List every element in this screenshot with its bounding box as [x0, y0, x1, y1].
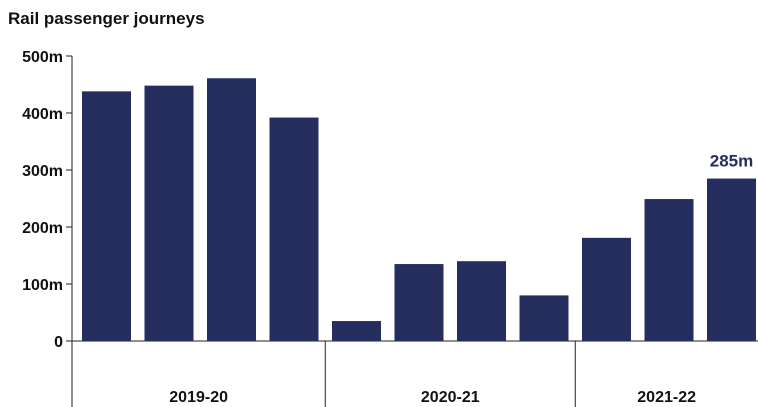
bar-2019-20-1: [82, 91, 131, 341]
y-tick-label: 0: [54, 334, 63, 351]
bar-2019-20-3: [207, 78, 256, 341]
chart-labels: 0 100m 200m 300m 400m 500m 2019-20 2020-21 2021-…: [22, 49, 753, 406]
y-tick-label: 100m: [22, 277, 63, 294]
bar-2020-21-4: [520, 295, 569, 341]
bar-2019-20-4: [270, 118, 319, 341]
bar-2021-22-2: [645, 199, 694, 341]
x-group-label-2020-21: 2020-21: [421, 389, 480, 406]
y-tick-label: 200m: [22, 220, 63, 237]
bar-2020-21-1: [332, 321, 381, 341]
bar-2021-22-3: [707, 179, 756, 341]
bar-2020-21-3: [457, 261, 506, 341]
y-tick-label: 300m: [22, 163, 63, 180]
bar-2020-21-2: [395, 264, 444, 341]
chart-bars: [82, 78, 756, 341]
data-label: 285m: [710, 152, 753, 171]
y-tick-label: 400m: [22, 106, 63, 123]
x-group-label-2021-22: 2021-22: [637, 389, 696, 406]
bar-2021-22-1: [582, 238, 631, 341]
y-tick-label: 500m: [22, 49, 63, 66]
bar-2019-20-2: [145, 86, 194, 341]
chart-title: Rail passenger journeys: [8, 9, 205, 28]
x-group-label-2019-20: 2019-20: [169, 389, 228, 406]
